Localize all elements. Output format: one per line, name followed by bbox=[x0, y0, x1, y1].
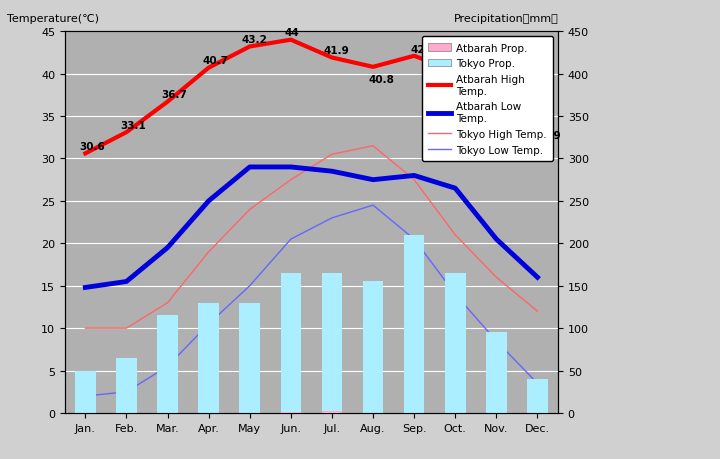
Text: 40.7: 40.7 bbox=[202, 56, 228, 66]
Bar bbox=[281, 412, 301, 413]
Text: 40.3: 40.3 bbox=[449, 60, 475, 70]
Bar bbox=[75, 371, 96, 413]
Text: 35.8: 35.8 bbox=[488, 98, 514, 108]
Text: 41.9: 41.9 bbox=[324, 46, 349, 56]
Bar bbox=[527, 379, 548, 413]
Bar bbox=[116, 358, 137, 413]
Text: 36.7: 36.7 bbox=[161, 90, 187, 100]
Bar bbox=[157, 316, 178, 413]
Text: 44: 44 bbox=[284, 28, 300, 39]
Text: 30.6: 30.6 bbox=[79, 142, 105, 152]
Bar bbox=[322, 411, 342, 413]
Text: 33.1: 33.1 bbox=[120, 121, 146, 131]
Bar bbox=[486, 333, 507, 413]
Text: Precipitation（mm）: Precipitation（mm） bbox=[454, 14, 558, 24]
Text: 43.2: 43.2 bbox=[241, 35, 267, 45]
Bar bbox=[240, 303, 260, 413]
Legend: Atbarah Prop., Tokyo Prop., Atbarah High
Temp., Atbarah Low
Temp., Tokyo High Te: Atbarah Prop., Tokyo Prop., Atbarah High… bbox=[421, 37, 553, 162]
Text: 31.9: 31.9 bbox=[536, 131, 561, 141]
Bar bbox=[363, 282, 383, 413]
Text: 42.1: 42.1 bbox=[410, 45, 436, 55]
Bar bbox=[322, 274, 342, 413]
Text: 40.8: 40.8 bbox=[369, 75, 395, 85]
Bar bbox=[281, 274, 301, 413]
Text: Temperature(℃): Temperature(℃) bbox=[7, 14, 99, 24]
Bar bbox=[445, 274, 466, 413]
Bar bbox=[404, 235, 424, 413]
Bar bbox=[199, 303, 219, 413]
